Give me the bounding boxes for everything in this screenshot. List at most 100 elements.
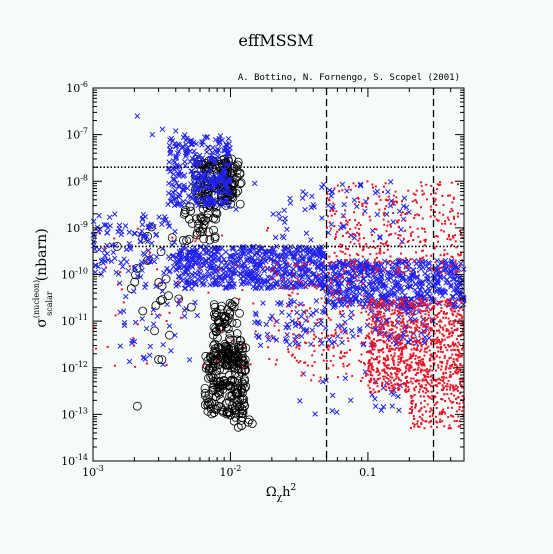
data-point-dot (415, 372, 418, 375)
data-point-dot (392, 194, 395, 197)
data-point-dot (379, 247, 381, 250)
data-point-dot (410, 304, 413, 307)
data-point-x (142, 258, 149, 265)
data-point-dot (356, 231, 359, 234)
data-point-dot (342, 365, 345, 368)
data-point-dot (415, 341, 418, 344)
data-point-dot (411, 408, 414, 411)
data-point-dot (242, 344, 245, 346)
data-point-x (168, 347, 174, 354)
data-point-dot (410, 357, 413, 360)
data-point-dot (385, 389, 388, 391)
data-point-dot (417, 235, 420, 238)
data-point-dot (322, 349, 325, 352)
data-point-circle (212, 311, 222, 320)
data-point-dot (391, 302, 394, 305)
data-point-dot (457, 321, 460, 324)
data-point-dot (381, 381, 384, 384)
data-point-x (298, 313, 305, 320)
data-point-dot (450, 327, 453, 330)
data-point-x (305, 251, 311, 258)
data-point-dot (458, 270, 461, 273)
data-point-circle (229, 363, 239, 373)
data-point-dot (439, 418, 442, 421)
data-point-dot (415, 361, 417, 364)
data-point-dot (444, 400, 447, 402)
data-point-dot (327, 367, 330, 370)
data-point-dot (454, 261, 457, 264)
data-point-dot (412, 399, 415, 402)
data-point-dot (374, 258, 376, 261)
data-point-dot (377, 245, 380, 248)
data-point-dot (387, 358, 389, 361)
data-point-dot (433, 363, 436, 366)
data-point-dot (430, 409, 433, 412)
data-point-dot (328, 255, 331, 258)
data-point-circle (186, 302, 196, 312)
data-point-dot (329, 359, 332, 362)
data-point-dot (436, 346, 439, 349)
data-point-dot (222, 330, 225, 333)
data-point-dot (420, 384, 423, 387)
data-point-dot (396, 333, 399, 336)
data-point-circle (230, 384, 240, 394)
data-point-dot (443, 354, 446, 357)
data-point-dot (371, 343, 374, 346)
data-point-x (267, 281, 274, 288)
data-point-dot (416, 227, 419, 230)
data-point-circle (196, 214, 206, 223)
data-point-dot (446, 312, 448, 315)
data-point-dot (453, 217, 455, 220)
data-point-dot (447, 379, 450, 382)
data-point-dot (317, 283, 319, 286)
data-point-x (189, 246, 196, 253)
data-point-dot (297, 361, 300, 364)
data-point-x (143, 325, 150, 332)
data-point-x (260, 256, 267, 262)
data-point-x (176, 259, 183, 265)
data-point-dot (451, 209, 454, 212)
data-point-dot (355, 252, 358, 255)
data-point-dot (297, 345, 300, 348)
data-point-dot (322, 359, 325, 362)
data-point-circle (220, 312, 230, 322)
data-point-dot (452, 366, 455, 369)
data-point-dot (421, 337, 424, 340)
x-axis-label-sup: 2 (290, 483, 296, 493)
x-axis-label: Ωχh2 (266, 483, 296, 503)
y-tick-label: 10-12 (61, 360, 88, 375)
data-point-dot (410, 343, 413, 346)
data-point-dot (370, 364, 373, 367)
data-point-dot (387, 234, 390, 237)
data-point-dot (462, 342, 465, 345)
data-point-dot (354, 219, 357, 222)
data-point-x (396, 208, 403, 214)
data-point-dot (436, 219, 439, 222)
data-point-dot (397, 376, 400, 379)
data-point-dot (448, 335, 451, 338)
data-point-dot (439, 379, 442, 382)
data-point-circle (199, 220, 209, 229)
data-point-dot (295, 346, 298, 349)
data-point-dot (360, 342, 363, 345)
data-point-dot (328, 262, 331, 264)
data-point-x (309, 193, 315, 199)
data-point-x (347, 314, 354, 321)
data-point-dot (384, 207, 386, 210)
data-point-dot (299, 360, 302, 363)
data-point-x (149, 240, 155, 247)
data-point-dot (392, 332, 395, 335)
data-point-x (279, 252, 286, 258)
data-point-dot (397, 272, 400, 275)
data-point-x (372, 190, 379, 196)
data-point-dot (396, 337, 399, 340)
data-point-dot (408, 366, 411, 369)
data-point-dot (371, 265, 373, 268)
data-point-x (329, 392, 336, 399)
data-point-dot (98, 232, 101, 235)
data-point-dot (407, 368, 410, 371)
data-point-dot (419, 312, 422, 314)
data-point-dot (379, 339, 382, 342)
data-point-dot (397, 257, 400, 260)
data-point-x (226, 141, 232, 147)
